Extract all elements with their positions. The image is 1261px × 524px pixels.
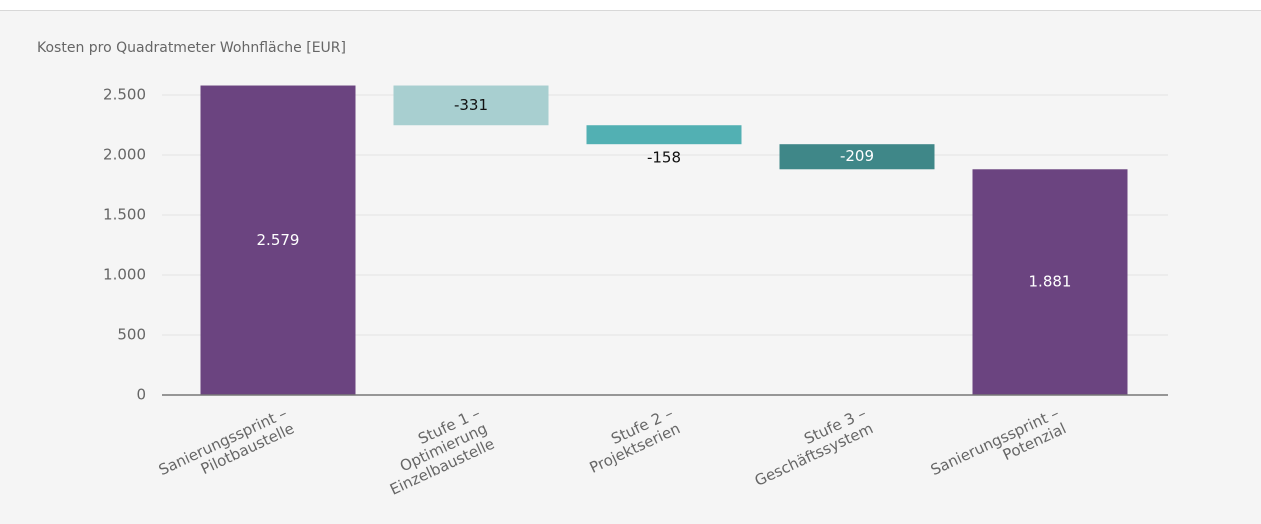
bar xyxy=(200,85,356,396)
data-label: -209 xyxy=(840,147,874,165)
data-label: -158 xyxy=(647,149,681,167)
y-tick-label: 2.500 xyxy=(103,86,146,104)
bar xyxy=(586,125,742,145)
bar xyxy=(779,144,935,170)
data-label: 1.881 xyxy=(1029,273,1072,291)
y-tick-label: 2.000 xyxy=(103,146,146,164)
y-tick-label: 0 xyxy=(136,386,146,404)
bar xyxy=(972,169,1128,395)
chart-title: Kosten pro Quadratmeter Wohnfläche [EUR] xyxy=(37,40,346,56)
y-tick-label: 1.000 xyxy=(103,266,146,284)
data-label: -331 xyxy=(454,96,488,114)
y-tick-label: 1.500 xyxy=(103,206,146,224)
data-label: 2.579 xyxy=(257,231,300,249)
bar xyxy=(393,85,549,126)
y-tick-label: 500 xyxy=(117,326,146,344)
